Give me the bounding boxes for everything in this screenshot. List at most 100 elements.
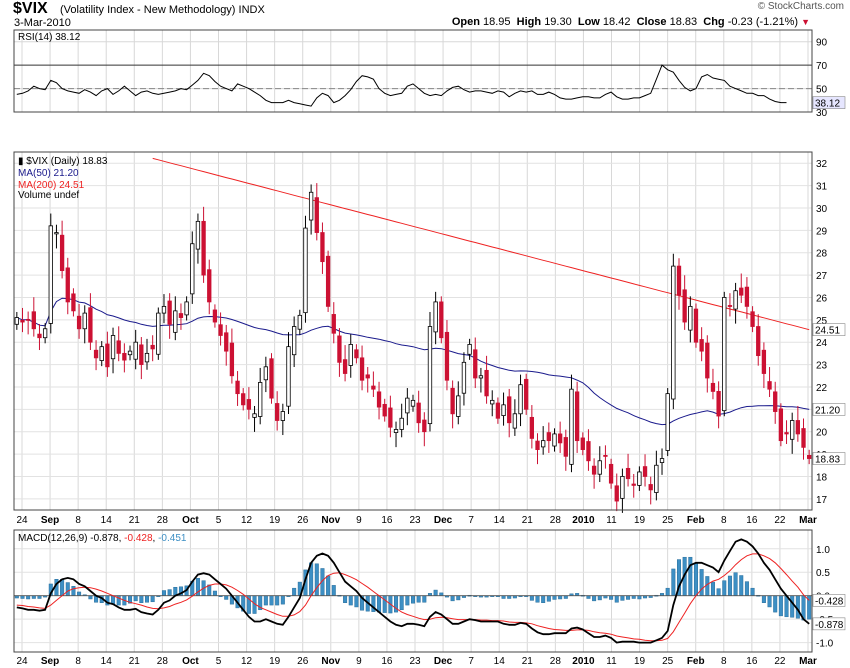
price-candle (693, 303, 699, 348)
price-x-tick: 16 (381, 515, 393, 526)
candle-body (574, 391, 580, 442)
price-candle (410, 394, 416, 412)
candle-body (133, 341, 138, 360)
candle-body (484, 369, 489, 397)
candle-body (439, 301, 444, 339)
price-candle (42, 323, 48, 344)
macd-line (16, 538, 810, 644)
candle-body (467, 344, 472, 355)
macd-legend-signal: -0.428 (124, 533, 153, 544)
price-candle (756, 314, 761, 366)
price-candle (376, 381, 382, 420)
candle-body (269, 358, 274, 399)
price-candle (354, 344, 359, 364)
macd-x-tick: Oct (182, 656, 199, 667)
price-candle (48, 213, 53, 334)
candle-body (422, 419, 427, 433)
price-candle (642, 454, 648, 487)
macd-x-tick: 14 (494, 656, 506, 667)
candle-body (263, 366, 269, 381)
ma50-last-tag-box (812, 403, 846, 416)
price-candle (388, 395, 393, 438)
macd-legend-sep: , (153, 533, 159, 544)
price-candle (739, 273, 744, 304)
close-last-tag: 18.83 (815, 455, 840, 466)
price-candle (235, 371, 240, 406)
exchange-label: INDX (238, 4, 265, 16)
candle-body (733, 290, 738, 310)
macd-histogram-bar (693, 562, 698, 596)
candle-body (382, 403, 387, 417)
macd-histogram-bar (733, 572, 738, 596)
price-candle (665, 388, 670, 457)
price-x-tick: Oct (182, 515, 199, 526)
macd-x-tick: 11 (606, 656, 617, 667)
candle-body (184, 301, 189, 316)
candle-body (807, 455, 812, 459)
price-candle (733, 282, 738, 324)
price-candle (127, 345, 133, 361)
macd-x-tick: 26 (297, 656, 309, 667)
macd-histogram-bar (722, 580, 727, 596)
candle-body (331, 314, 336, 334)
candle-body (218, 324, 223, 336)
price-candle (161, 294, 167, 324)
candle-body (275, 403, 280, 421)
price-candle (229, 328, 235, 384)
rsi-y-tick: 90 (816, 38, 828, 49)
price-candle (433, 291, 438, 345)
macd-histogram-bar (546, 595, 551, 602)
macd-histogram-bar (348, 595, 353, 606)
candle-body (659, 458, 665, 463)
macd-histogram-bar (20, 595, 25, 599)
candle-body (790, 420, 795, 440)
candle-body (710, 382, 716, 392)
candle-body (608, 463, 614, 484)
price-candle (750, 306, 755, 333)
candle-body (444, 331, 450, 381)
macd-x-tick: 28 (550, 656, 562, 667)
macd-histogram-bar (558, 595, 563, 600)
macd-histogram-bar (626, 595, 631, 600)
price-candle (252, 405, 257, 432)
macd-histogram-bar (354, 595, 359, 608)
price-candle (359, 345, 365, 391)
price-x-tick: 8 (721, 515, 727, 526)
price-candle (456, 381, 461, 425)
candle-body (722, 297, 727, 412)
candle-body (365, 374, 370, 379)
macd-histogram-bar (275, 595, 280, 606)
macd-histogram-bar (761, 595, 766, 603)
price-y-tick: 22 (816, 383, 828, 394)
price-candle (773, 381, 778, 424)
macd-histogram-bar (150, 595, 155, 603)
macd-histogram-bar (665, 587, 670, 596)
chart-header: $VIX (Volatility Index - New Methodology… (0, 0, 850, 30)
candle-body (767, 381, 772, 390)
price-x-tick: Nov (321, 515, 340, 526)
candle-body (620, 476, 625, 499)
candle-body (512, 413, 518, 429)
price-panel-frame (13, 151, 813, 511)
candle-body (99, 346, 104, 361)
price-x-tick: 14 (101, 515, 113, 526)
macd-histogram-bar (292, 587, 297, 596)
candle-body (535, 440, 540, 450)
macd-histogram-bar (450, 595, 455, 602)
price-x-tick: 21 (129, 515, 141, 526)
macd-histogram-bar (212, 590, 217, 596)
price-candle (574, 381, 580, 453)
candle-body (569, 388, 574, 465)
price-candle (557, 421, 563, 453)
macd-histogram-bar (592, 595, 597, 602)
price-candle (105, 331, 110, 377)
price-candle (99, 341, 104, 367)
macd-x-tick: 7 (468, 656, 474, 667)
candle-body (246, 399, 252, 410)
price-candle (716, 381, 721, 429)
price-candle (546, 422, 551, 453)
macd-x-tick: 25 (662, 656, 674, 667)
macd-x-tick: 24 (16, 656, 28, 667)
price-candle (246, 387, 252, 420)
macd-histogram-bar (144, 595, 150, 603)
